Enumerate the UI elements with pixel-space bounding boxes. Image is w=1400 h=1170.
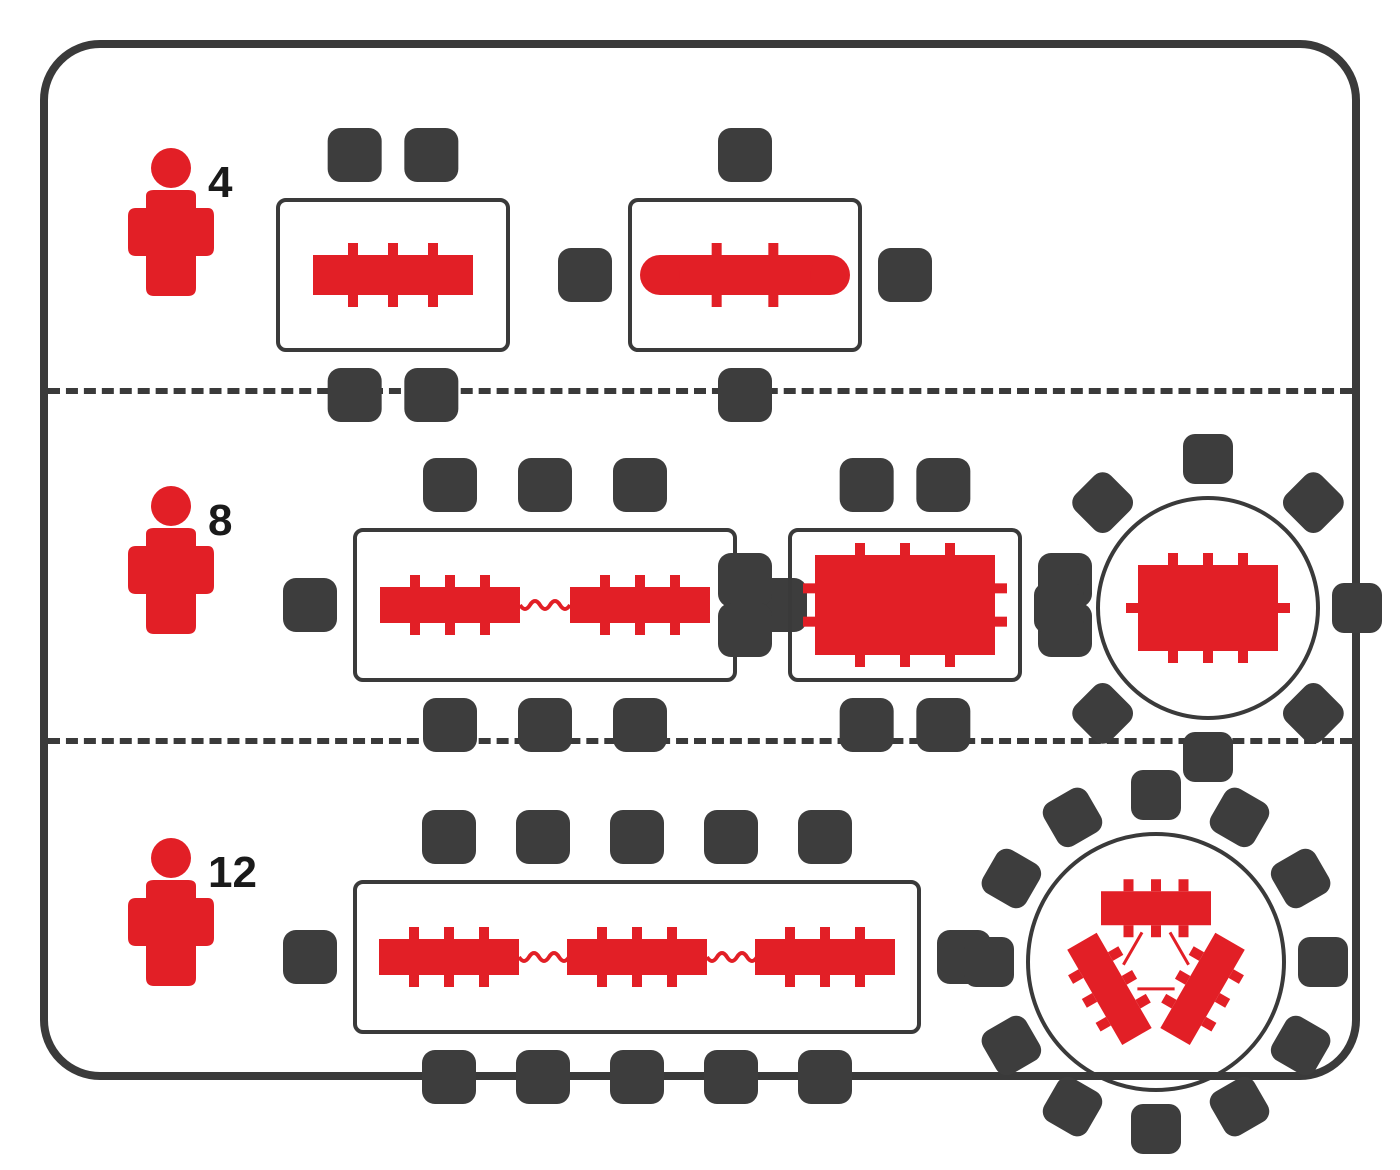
round-table-layout xyxy=(1018,418,1398,798)
outer-frame: 4 8 12 xyxy=(40,40,1360,1080)
person-icon xyxy=(126,838,216,988)
rect-table-layout xyxy=(268,118,518,432)
person-icon xyxy=(126,486,216,636)
person-icon xyxy=(126,148,216,298)
seating-infographic: 4 8 12 xyxy=(0,0,1400,1120)
rect-table-layout xyxy=(548,118,942,432)
capacity-label: 8 xyxy=(208,496,232,546)
rect-table-layout xyxy=(273,800,1001,1114)
capacity-label: 12 xyxy=(208,848,257,898)
round-table-layout xyxy=(948,754,1364,1170)
capacity-label: 4 xyxy=(208,158,232,208)
